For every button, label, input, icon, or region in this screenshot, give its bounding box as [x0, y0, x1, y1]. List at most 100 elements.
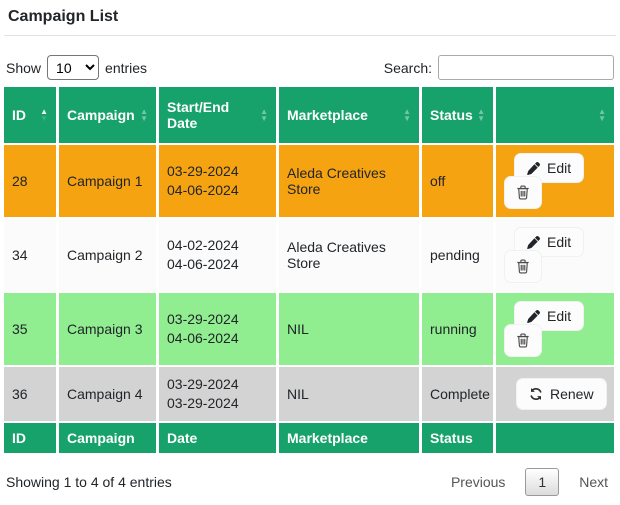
table-body: 28 Campaign 1 03-29-2024 04-06-2024 Aleda Cr… [4, 145, 614, 421]
table-row: 34 Campaign 2 04-02-2024 04-06-2024 Aleda Cr… [4, 219, 614, 291]
cell-id: 28 [4, 145, 56, 217]
caret-up-icon: ▲ [40, 107, 48, 116]
column-header-marketplace[interactable]: Marketplace ▲ ▼ [279, 87, 419, 143]
date-line: 03-29-2024 [167, 376, 239, 392]
trash-icon [517, 259, 529, 274]
cell-campaign: Campaign 2 [59, 219, 156, 291]
cell-status: Complete [422, 367, 493, 421]
cell-id: 34 [4, 219, 56, 291]
refresh-icon [530, 388, 542, 400]
column-header-start-end-date[interactable]: Start/End Date ▲ ▼ [159, 87, 276, 143]
column-header-id[interactable]: ID ▲ ▼ [4, 87, 56, 143]
table-row: 35 Campaign 3 03-29-2024 04-06-2024 NIL runni… [4, 293, 614, 365]
footer-header-status: Status [422, 423, 493, 453]
pencil-icon [527, 161, 540, 175]
edit-button-label: Edit [547, 160, 572, 176]
caret-down-icon: ▼ [598, 114, 606, 123]
action-buttons: Edit [504, 153, 606, 209]
sort-icons: ▲ ▼ [40, 107, 48, 123]
pagination-previous[interactable]: Previous [450, 474, 506, 490]
cell-campaign: Campaign 4 [59, 367, 156, 421]
cell-dates: 03-29-2024 04-06-2024 [159, 293, 276, 365]
footer-header-date: Date [159, 423, 276, 453]
footer-header-actions [496, 423, 614, 453]
sort-icons: ▲ ▼ [140, 107, 148, 123]
pagination: Previous 1 Next [445, 468, 614, 496]
page-length-control: Show 10 entries [6, 55, 147, 80]
caret-down-icon: ▼ [260, 114, 268, 123]
table-controls: Show 10 entries Search: [6, 55, 614, 80]
cell-dates: 04-02-2024 04-06-2024 [159, 219, 276, 291]
table-header-row: ID ▲ ▼ Campaign ▲ ▼ Start/End Date ▲ ▼ Marketplac… [4, 87, 614, 143]
cell-status: off [422, 145, 493, 217]
action-buttons: Edit [504, 301, 606, 357]
cell-marketplace: NIL [279, 367, 419, 421]
table-row: 28 Campaign 1 03-29-2024 04-06-2024 Aleda Cr… [4, 145, 614, 217]
sort-icons: ▲ ▼ [598, 107, 606, 123]
renew-button-label: Renew [550, 386, 594, 402]
pencil-icon [527, 309, 540, 323]
page-length-select[interactable]: 10 [47, 55, 100, 80]
edit-button[interactable]: Edit [514, 153, 585, 183]
caret-down-icon: ▼ [40, 114, 48, 123]
pagination-page-1[interactable]: 1 [525, 468, 560, 496]
cell-marketplace: NIL [279, 293, 419, 365]
search-input[interactable] [438, 55, 614, 80]
cell-actions: Edit [496, 219, 614, 291]
date-line: 03-29-2024 [167, 395, 239, 411]
column-label: Status [430, 107, 473, 123]
footer-header-campaign: Campaign [59, 423, 156, 453]
caret-up-icon: ▲ [260, 107, 268, 116]
cell-actions: Edit [496, 145, 614, 217]
date-line: 04-02-2024 [167, 237, 239, 253]
column-label: Start/End Date [167, 99, 230, 131]
page-title: Campaign List [8, 8, 119, 25]
caret-up-icon: ▲ [403, 107, 411, 116]
column-header-campaign[interactable]: Campaign ▲ ▼ [59, 87, 156, 143]
pagination-next[interactable]: Next [579, 474, 608, 490]
footer-header-marketplace: Marketplace [279, 423, 419, 453]
delete-button[interactable] [504, 324, 542, 357]
footer-header-id: ID [4, 423, 56, 453]
entries-label: entries [105, 59, 148, 76]
cell-dates: 03-29-2024 03-29-2024 [159, 367, 276, 421]
sort-icons: ▲ ▼ [260, 107, 268, 123]
show-label: Show [6, 59, 42, 76]
column-label: Campaign [67, 107, 135, 123]
renew-button[interactable]: Renew [516, 378, 607, 410]
cell-actions: Renew [496, 367, 614, 421]
sort-icons: ▲ ▼ [477, 107, 485, 123]
cell-dates: 03-29-2024 04-06-2024 [159, 145, 276, 217]
action-buttons: Edit [504, 227, 606, 283]
cell-marketplace: Aleda Creatives Store [279, 145, 419, 217]
caret-up-icon: ▲ [140, 107, 148, 116]
delete-button[interactable] [504, 176, 542, 209]
search-label: Search: [383, 59, 432, 76]
trash-icon [517, 185, 529, 200]
caret-up-icon: ▲ [477, 107, 485, 116]
caret-down-icon: ▼ [403, 114, 411, 123]
caret-up-icon: ▲ [598, 107, 606, 116]
campaign-table: ID ▲ ▼ Campaign ▲ ▼ Start/End Date ▲ ▼ Marketplac… [1, 85, 617, 455]
table-footer-row: ID Campaign Date Marketplace Status [4, 423, 614, 453]
date-line: 04-06-2024 [167, 256, 239, 272]
pencil-icon [527, 235, 540, 249]
column-header-status[interactable]: Status ▲ ▼ [422, 87, 493, 143]
cell-status: pending [422, 219, 493, 291]
showing-entries-text: Showing 1 to 4 of 4 entries [6, 474, 172, 490]
date-line: 04-06-2024 [167, 330, 239, 346]
date-line: 04-06-2024 [167, 182, 239, 198]
edit-button-label: Edit [547, 234, 572, 250]
delete-button[interactable] [504, 250, 542, 283]
column-header-actions[interactable]: ▲ ▼ [496, 87, 614, 143]
cell-marketplace: Aleda Creatives Store [279, 219, 419, 291]
trash-icon [517, 333, 529, 348]
table-info-bar: Showing 1 to 4 of 4 entries Previous 1 N… [6, 468, 614, 496]
column-label: ID [12, 107, 26, 123]
sort-icons: ▲ ▼ [403, 107, 411, 123]
search-control: Search: [384, 55, 614, 80]
cell-campaign: Campaign 1 [59, 145, 156, 217]
table-row: 36 Campaign 4 03-29-2024 03-29-2024 NIL Compl… [4, 367, 614, 421]
date-line: 03-29-2024 [167, 311, 239, 327]
